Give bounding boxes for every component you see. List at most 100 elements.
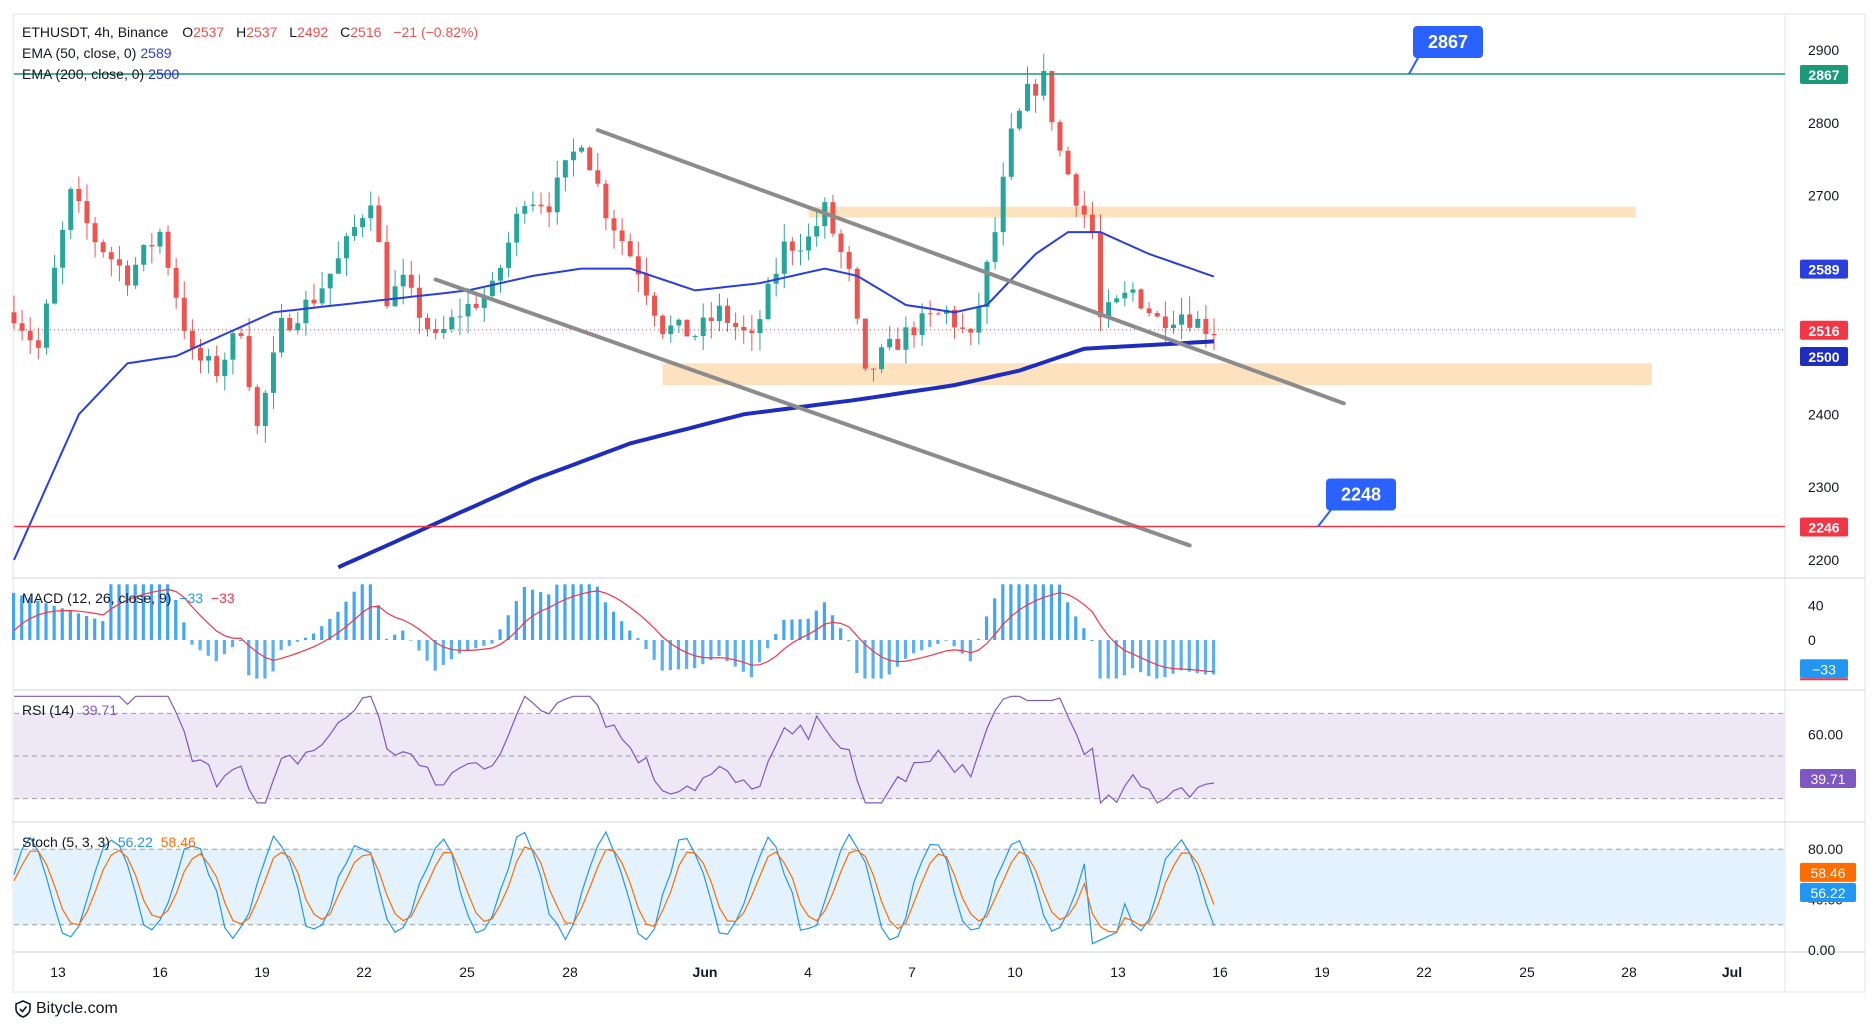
rsi-badge-label: 39.71 bbox=[1810, 771, 1845, 787]
candle-body bbox=[116, 259, 122, 266]
candle-body bbox=[416, 287, 422, 318]
candle-body bbox=[262, 392, 268, 426]
macd-histogram-bar bbox=[676, 640, 681, 670]
macd-histogram-bar bbox=[166, 584, 170, 640]
candle-body bbox=[676, 319, 682, 326]
candle-body bbox=[1106, 302, 1112, 318]
price-tick-label: 2400 bbox=[1808, 406, 1839, 422]
macd-histogram-bar bbox=[20, 595, 24, 640]
price-legend: ETHUSDT, 4h, Binance O2537 H2537 L2492 C… bbox=[22, 24, 478, 40]
callout-label: 2248 bbox=[1341, 484, 1381, 504]
candle-body bbox=[935, 313, 941, 315]
candle-body bbox=[92, 223, 98, 243]
macd-histogram-bar bbox=[579, 584, 583, 640]
macd-histogram-bar bbox=[733, 640, 737, 667]
macd-histogram-bar bbox=[1171, 640, 1175, 674]
macd-histogram-bar bbox=[1033, 584, 1037, 640]
macd-histogram-bar bbox=[1187, 640, 1191, 672]
macd-histogram-bar bbox=[766, 640, 770, 649]
candle-body bbox=[660, 315, 666, 335]
candle-body bbox=[197, 348, 203, 361]
macd-histogram-bar bbox=[903, 640, 908, 659]
time-tick-label: 28 bbox=[1621, 964, 1637, 980]
macd-histogram-bar bbox=[247, 640, 251, 676]
candle-body bbox=[449, 317, 455, 330]
macd-histogram-bar bbox=[384, 638, 389, 640]
candle-body bbox=[1097, 231, 1103, 318]
macd-histogram-bar bbox=[847, 640, 851, 642]
candle-body bbox=[1170, 324, 1176, 329]
macd-histogram-bar bbox=[944, 640, 948, 641]
candle-body bbox=[311, 299, 317, 304]
macd-histogram-bar bbox=[506, 615, 510, 640]
macd-histogram-bar bbox=[482, 640, 486, 646]
macd-histogram-bar bbox=[636, 638, 640, 640]
candle-body bbox=[895, 338, 901, 350]
candle-body bbox=[1081, 205, 1087, 215]
candle-body bbox=[1000, 176, 1006, 233]
candle-body bbox=[481, 295, 487, 308]
macd-histogram-bar bbox=[93, 618, 97, 640]
candle-body bbox=[343, 236, 349, 259]
candle-body bbox=[441, 329, 447, 333]
candle-body bbox=[1154, 313, 1160, 317]
candle-body bbox=[473, 303, 479, 308]
time-tick-label: 16 bbox=[152, 964, 168, 980]
time-tick-label: 22 bbox=[1416, 964, 1432, 980]
macd-histogram-bar bbox=[393, 634, 397, 640]
macd-histogram-bar bbox=[887, 640, 891, 675]
macd-histogram-bar bbox=[1017, 584, 1021, 640]
candle-body bbox=[279, 317, 285, 353]
macd-histogram-bar bbox=[320, 626, 324, 640]
macd-histogram-bar bbox=[612, 611, 616, 640]
candle-body bbox=[254, 387, 260, 426]
price-badge bbox=[1800, 259, 1848, 279]
macd-histogram-bar bbox=[684, 640, 689, 669]
candle-body bbox=[635, 256, 641, 275]
candle-body bbox=[879, 347, 885, 370]
stoch-k-value: 56.22 bbox=[117, 834, 153, 850]
time-tick-label: 16 bbox=[1212, 964, 1228, 980]
candle-body bbox=[1073, 174, 1079, 206]
macd-histogram-bar bbox=[409, 640, 413, 641]
callout-pointer bbox=[1317, 507, 1333, 528]
candle-body bbox=[141, 245, 147, 265]
candle-body bbox=[757, 319, 763, 334]
price-pane-background bbox=[14, 206, 1785, 386]
macd-histogram-bar bbox=[36, 600, 40, 640]
time-tick-label: 7 bbox=[908, 964, 916, 980]
macd-histogram-bar bbox=[312, 633, 316, 640]
stoch-band bbox=[14, 849, 1785, 925]
brand-watermark[interactable]: Bitycle.com bbox=[14, 1000, 118, 1018]
candle-body bbox=[797, 250, 803, 252]
macd-histogram-bar bbox=[457, 640, 462, 654]
candle-body bbox=[643, 274, 649, 296]
candle-body bbox=[911, 327, 917, 335]
macd-histogram-bar bbox=[466, 640, 470, 651]
legend-close-value: 2516 bbox=[350, 24, 382, 40]
macd-histogram-bar bbox=[222, 640, 227, 655]
macd-histogram-bar bbox=[182, 622, 186, 640]
macd-histogram-bar bbox=[757, 640, 762, 663]
candle-body bbox=[76, 188, 82, 202]
candle-body bbox=[360, 218, 366, 228]
candle-body bbox=[627, 241, 633, 257]
candle-body bbox=[1203, 318, 1209, 335]
stoch-d-line bbox=[13, 846, 1215, 933]
macd-histogram-bar bbox=[1195, 640, 1199, 674]
macd-histogram-bar bbox=[498, 629, 502, 640]
candle-body bbox=[984, 261, 990, 308]
candle-body bbox=[716, 305, 722, 321]
candle-body bbox=[968, 328, 974, 333]
macd-histogram-bar bbox=[952, 640, 956, 647]
candle-body bbox=[327, 273, 333, 289]
candle-body bbox=[781, 241, 787, 274]
macd-histogram-bar bbox=[376, 605, 381, 640]
macd-histogram-bar bbox=[717, 640, 721, 656]
macd-histogram-bar bbox=[149, 584, 154, 640]
candle-body bbox=[595, 170, 601, 184]
candle-body bbox=[976, 307, 982, 333]
candle-body bbox=[927, 313, 933, 315]
macd-histogram-bar bbox=[1179, 640, 1183, 671]
